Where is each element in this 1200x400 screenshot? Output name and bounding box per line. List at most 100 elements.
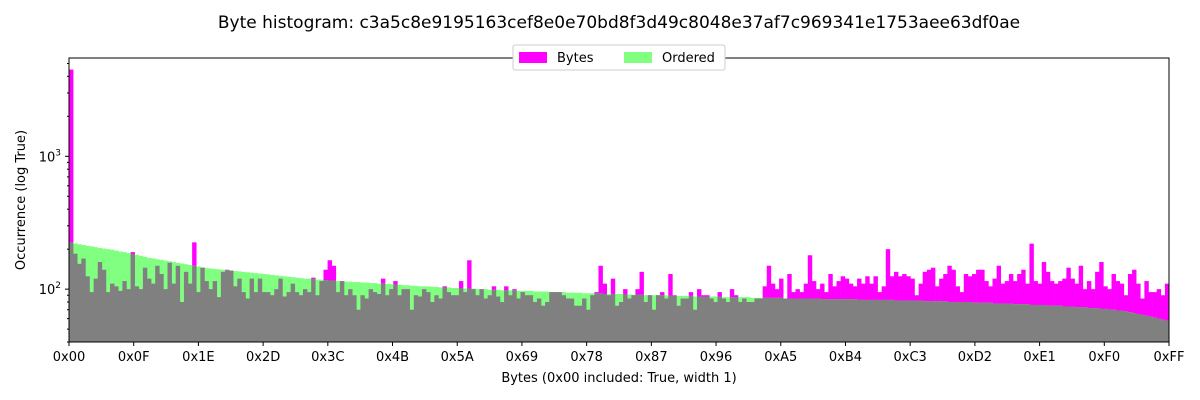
- bar-overlap: [947, 302, 952, 342]
- bar-overlap: [1008, 303, 1014, 342]
- bar-overlap: [655, 295, 661, 342]
- bar-overlap: [569, 298, 575, 342]
- bar-overlap: [766, 297, 772, 342]
- bar-overlap: [631, 295, 636, 342]
- bar-overlap: [873, 299, 878, 342]
- bar-overlap: [171, 283, 177, 342]
- bar-overlap: [323, 280, 328, 342]
- bar-overlap: [1095, 308, 1100, 342]
- bar-overlap: [1123, 311, 1129, 342]
- bar-overlap: [1136, 313, 1141, 342]
- bar-overlap: [1152, 317, 1157, 342]
- x-tick-label: 0xA5: [764, 350, 797, 365]
- bar-overlap: [963, 302, 969, 342]
- bar-overlap: [787, 298, 792, 342]
- bar-overlap: [824, 299, 829, 342]
- bar-overlap: [298, 295, 304, 342]
- y-axis-label: Occurrence (log True): [14, 130, 29, 270]
- bar-overlap: [1029, 304, 1034, 342]
- bar-overlap: [590, 295, 595, 342]
- bar-overlap: [959, 302, 965, 342]
- bar-overlap: [463, 292, 468, 342]
- bar-overlap: [413, 295, 419, 342]
- bar-overlap: [951, 302, 956, 342]
- bar-overlap: [832, 299, 837, 342]
- bar-overlap: [750, 302, 755, 342]
- bar-overlap: [816, 298, 821, 342]
- bar-overlap: [426, 292, 431, 342]
- bar-overlap: [421, 289, 427, 342]
- bar-overlap: [664, 298, 669, 342]
- bar-bytes: [885, 249, 891, 342]
- bar-bytes: [1160, 295, 1166, 342]
- bar-overlap: [528, 295, 534, 342]
- bar-overlap: [356, 309, 361, 342]
- bar-overlap: [586, 309, 591, 342]
- x-tick-label: 0xB4: [829, 350, 862, 365]
- x-tick-label: 0x96: [700, 350, 733, 365]
- bar-overlap: [811, 298, 817, 342]
- bar-overlap: [1082, 307, 1088, 342]
- bar-overlap: [282, 296, 287, 342]
- bar-overlap: [688, 295, 694, 342]
- bar-overlap: [126, 289, 131, 342]
- x-axis: 0x00 0x0F 0x1E 0x2D 0x3C 0x4B 0x5A 0x69 0x78 0x87…: [53, 342, 1185, 365]
- bar-overlap: [327, 280, 332, 342]
- bar-overlap: [467, 288, 472, 342]
- bar-overlap: [270, 295, 275, 342]
- bar-overlap: [307, 292, 312, 342]
- bar-overlap: [1103, 308, 1108, 342]
- bar-overlap: [1140, 314, 1145, 342]
- bar-overlap: [1033, 304, 1038, 342]
- bar-overlap: [1086, 308, 1092, 342]
- bar-overlap: [1091, 308, 1096, 342]
- bar-overlap: [85, 276, 90, 342]
- bar-overlap: [339, 281, 345, 342]
- bar-overlap: [651, 309, 657, 342]
- overlap-series: [69, 242, 1170, 342]
- bar-overlap: [114, 286, 119, 342]
- bar-overlap: [783, 298, 788, 342]
- bar-overlap: [840, 299, 846, 342]
- bar-overlap: [861, 299, 866, 342]
- y-axis: 102 103: [39, 62, 69, 343]
- bar-overlap: [1013, 304, 1018, 342]
- bar-overlap: [742, 298, 747, 342]
- bar-overlap: [1062, 306, 1067, 342]
- bar-overlap: [89, 292, 94, 342]
- bar-overlap: [1144, 315, 1149, 342]
- legend-label-ordered: Ordered: [662, 51, 715, 66]
- bar-overlap: [311, 279, 316, 342]
- bar-overlap: [635, 294, 640, 342]
- bar-overlap: [1058, 305, 1063, 342]
- bar-overlap: [253, 292, 259, 342]
- bar-overlap: [97, 262, 103, 342]
- bar-overlap: [479, 289, 484, 342]
- bar-overlap: [721, 298, 727, 342]
- bar-overlap: [196, 292, 201, 342]
- bar-overlap: [417, 296, 423, 342]
- bar-overlap: [725, 302, 731, 342]
- bar-overlap: [134, 286, 140, 342]
- bar-overlap: [988, 302, 993, 342]
- bar-overlap: [1004, 303, 1010, 342]
- bar-overlap: [138, 289, 144, 342]
- bar-overlap: [204, 281, 209, 342]
- bar-overlap: [364, 298, 369, 342]
- bar-overlap: [512, 290, 517, 342]
- x-tick-label: 0x4B: [376, 350, 409, 365]
- x-tick-label: 0xF0: [1088, 350, 1120, 365]
- bar-overlap: [442, 287, 447, 342]
- bar-overlap: [385, 295, 390, 342]
- bar-overlap: [1021, 304, 1026, 342]
- bar-overlap: [926, 301, 932, 342]
- bar-overlap: [216, 297, 222, 342]
- bar-bytes: [1144, 281, 1149, 342]
- bar-overlap: [660, 295, 665, 342]
- bar-overlap: [684, 298, 690, 342]
- x-tick-label: 0xFF: [1154, 350, 1185, 365]
- bar-overlap: [1054, 305, 1059, 342]
- bar-overlap: [557, 292, 562, 342]
- bar-bytes: [1099, 262, 1104, 342]
- bar-overlap: [319, 281, 324, 342]
